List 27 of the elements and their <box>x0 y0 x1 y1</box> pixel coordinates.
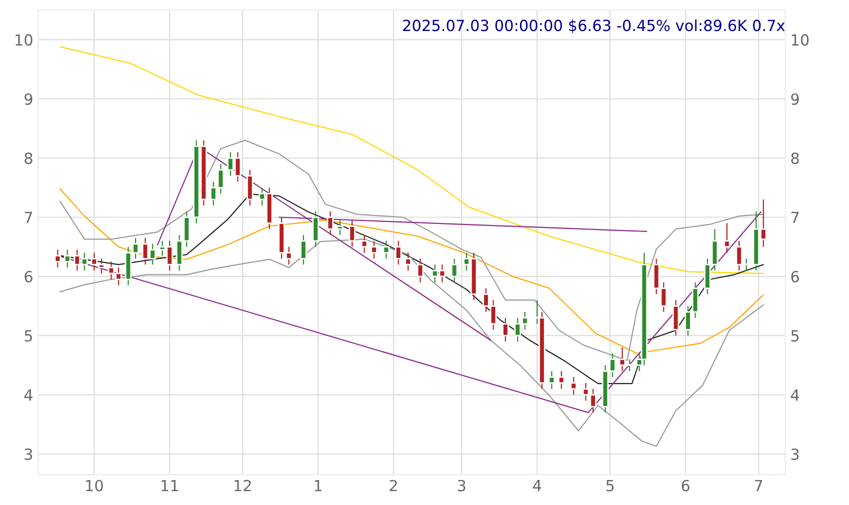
x-tick-label: 7 <box>754 480 762 492</box>
x-tick-label: 5 <box>606 480 614 492</box>
y-tick-label: 9 <box>24 93 32 105</box>
y-tick-label: 10 <box>16 34 32 46</box>
x-tick-label: 4 <box>532 480 542 492</box>
y-tick-label: 3 <box>24 448 32 460</box>
y-tick-label: 5 <box>24 330 32 342</box>
y-tick-label: 8 <box>24 152 32 164</box>
x-tick-label: 12 <box>234 480 251 492</box>
x-tick-label: 3 <box>458 480 466 492</box>
y-tick-label: 4 <box>24 389 32 401</box>
x-tick-label: 6 <box>682 480 690 492</box>
y2-tick-label: 3 <box>791 448 799 460</box>
y2-tick-label: 5 <box>791 330 799 342</box>
y2-tick-label: 4 <box>790 389 800 401</box>
text: 2025.07.03 00:00:00 $6.63 -0.45% vol:89.6K 0.7x <box>403 19 785 34</box>
x-tick-label: 11 <box>162 480 178 492</box>
y2-tick-label: 6 <box>791 270 799 282</box>
x-tick-label: 1 <box>314 480 322 492</box>
y-tick-label: 7 <box>24 212 32 224</box>
y2-tick-label: 8 <box>791 152 799 164</box>
y-tick-label: 6 <box>24 270 32 282</box>
x-tick-label: 10 <box>86 480 103 492</box>
x-tick-label: 2 <box>390 480 397 492</box>
y2-tick-label: 9 <box>791 93 799 105</box>
y2-tick-label: 7 <box>791 212 799 224</box>
y2-tick-label: 10 <box>792 34 809 46</box>
